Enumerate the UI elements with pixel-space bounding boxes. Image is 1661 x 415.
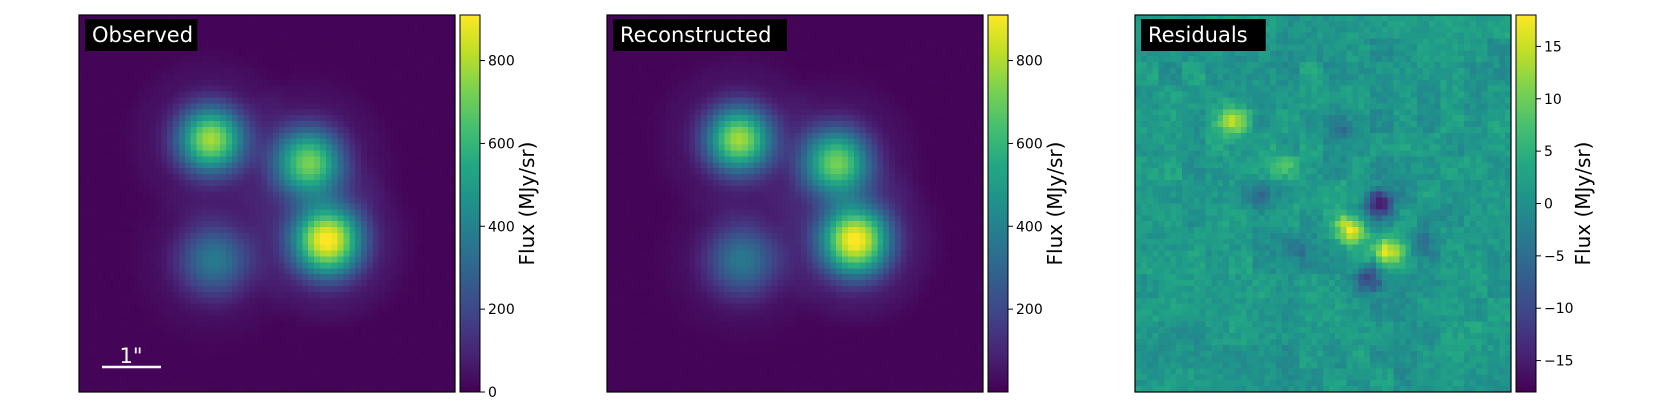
scale-bar: 1" bbox=[102, 344, 161, 369]
colorbar-tick-label: 15 bbox=[1544, 39, 1562, 55]
panel-residuals: Residuals −15 −10 −5 0 5 10 15 Flux (MJy/sr) bbox=[1134, 14, 1595, 393]
colorbar-tick-label: −10 bbox=[1544, 301, 1574, 317]
heatmap-image bbox=[1135, 15, 1511, 392]
colorbar-tick-label: 0 bbox=[488, 385, 497, 401]
panel-title-text: Residuals bbox=[1148, 23, 1248, 47]
colorbar-tick-label: 200 bbox=[488, 302, 515, 318]
colorbar-tick-label: 10 bbox=[1544, 92, 1562, 108]
colorbar-gradient bbox=[1515, 14, 1537, 393]
colorbar-tick-label: 600 bbox=[1016, 136, 1043, 152]
colorbar-gradient bbox=[459, 14, 481, 393]
colorbar-tick-label: 800 bbox=[488, 54, 515, 70]
panel-title-text: Observed bbox=[92, 23, 193, 47]
panel-reconstructed: Reconstructed 200 400 600 800 Flux (MJy/sr) bbox=[606, 14, 1067, 393]
colorbar-tick-label: 400 bbox=[1016, 219, 1043, 235]
colorbar-gradient bbox=[987, 14, 1009, 393]
heatmap-frame bbox=[78, 14, 456, 393]
heatmap-image bbox=[607, 15, 983, 392]
colorbar: −15 −10 −5 0 5 10 15 Flux (MJy/sr) bbox=[1515, 14, 1595, 393]
colorbar: 0 200 400 600 800 Flux (MJy/sr) bbox=[459, 14, 539, 401]
colorbar-tick-label: −15 bbox=[1544, 354, 1574, 370]
colorbar-tick-label: 600 bbox=[488, 136, 515, 152]
panel-title: Observed bbox=[85, 19, 198, 51]
heatmap-frame bbox=[1134, 14, 1512, 393]
colorbar-tick-label: 200 bbox=[1016, 302, 1043, 318]
colorbar-label: Flux (MJy/sr) bbox=[515, 142, 539, 266]
panel-title-text: Reconstructed bbox=[620, 23, 771, 47]
colorbar-tick-label: 0 bbox=[1544, 197, 1553, 213]
scale-bar-label: 1" bbox=[119, 344, 142, 368]
panel-title: Residuals bbox=[1141, 19, 1266, 51]
colorbar-label: Flux (MJy/sr) bbox=[1571, 142, 1595, 266]
colorbar-tick-label: 800 bbox=[1016, 54, 1043, 70]
heatmap-image bbox=[79, 15, 455, 392]
panel-title: Reconstructed bbox=[613, 19, 787, 51]
heatmap-frame bbox=[606, 14, 984, 393]
colorbar-tick-label: 5 bbox=[1544, 144, 1553, 160]
colorbar-tick-label: 400 bbox=[488, 219, 515, 235]
panel-observed: Observed 1" 0 200 400 600 800 Flux (MJy/sr) bbox=[78, 14, 539, 401]
colorbar-label: Flux (MJy/sr) bbox=[1043, 142, 1067, 266]
colorbar-tick-label: −5 bbox=[1544, 249, 1565, 265]
colorbar: 200 400 600 800 Flux (MJy/sr) bbox=[987, 14, 1067, 393]
